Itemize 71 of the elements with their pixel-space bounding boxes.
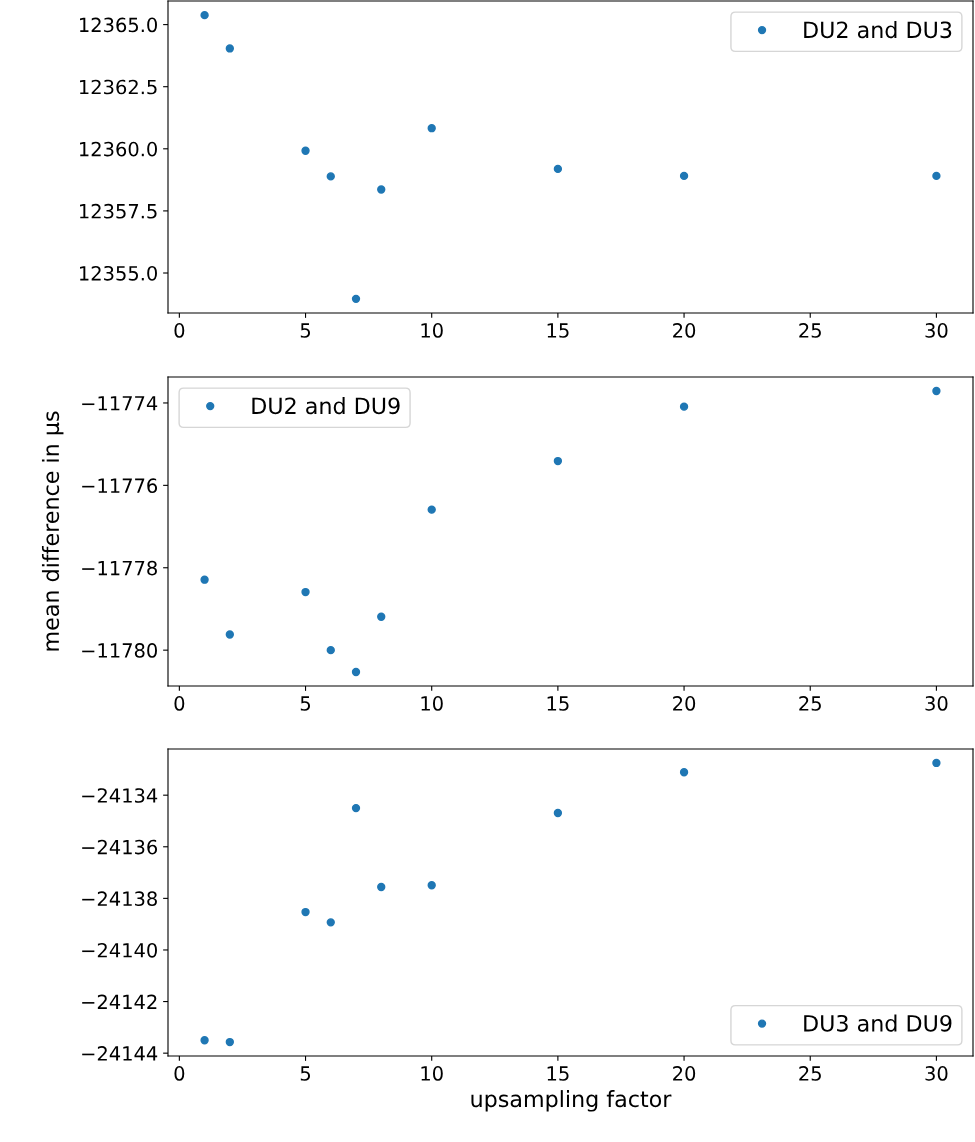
x-tick-label: 0 [174,1066,185,1081]
point [377,882,386,892]
point [932,171,941,181]
y-tick-label: −24136 [82,839,158,855]
x-tick-label: 0 [174,323,185,338]
x-tick-label: 20 [673,323,696,338]
point [553,164,563,174]
y-tick-label: −24142 [82,994,157,1009]
legend-label: DU2 and DU3 [804,21,952,39]
x-tick-label: 10 [421,1066,443,1081]
x-tick-label: 30 [925,1066,948,1081]
y-tick-label: −11778 [82,560,157,576]
y-tick-label: −11776 [82,478,158,494]
x-tick-label: 10 [421,323,443,338]
point [377,185,386,194]
x-tick-label: 15 [547,1066,569,1081]
y-tick-label: −24138 [82,891,157,907]
y-tick-label: −24144 [82,1046,158,1061]
y-tick-label: 12365.0 [80,17,157,33]
point [351,294,361,304]
point [301,146,310,155]
y-tick-label: −24134 [82,788,158,803]
x-tick-label: 5 [300,696,311,711]
point [326,645,335,655]
point [301,587,310,597]
x-tick-label: 25 [799,1066,821,1081]
x-tick-label: 5 [300,1066,311,1081]
x-tick-label: 15 [547,323,569,338]
x-tick-label: 10 [421,696,443,711]
point [427,881,436,890]
point [932,386,941,396]
y-axis-title: mean difference in μs [41,411,64,651]
point [200,575,209,584]
point [932,758,941,768]
point [200,1036,209,1045]
point [301,907,310,917]
x-axis-title: upsampling factor [471,1090,672,1112]
y-tick-label: −24140 [82,942,157,958]
x-tick-label: 30 [925,696,948,711]
point [679,171,689,181]
y-tick-label: 12357.5 [80,203,157,219]
point [553,808,563,818]
point [225,630,234,639]
point [679,402,689,411]
x-tick-label: 25 [799,323,821,338]
y-tick-label: −11774 [82,396,158,411]
point [377,612,386,621]
y-tick-label: 12362.5 [80,79,157,95]
y-tick-label: 12355.0 [80,265,157,281]
point [553,456,563,466]
point [351,667,361,677]
x-tick-label: 5 [300,323,311,338]
x-tick-label: 20 [673,696,696,711]
point [326,918,335,927]
point [427,505,436,514]
point [326,172,335,181]
y-tick-label: −11780 [82,643,157,658]
x-tick-label: 30 [925,323,948,338]
point [351,803,361,813]
legend-label: DU3 and DU9 [804,1014,952,1032]
x-tick-label: 25 [799,696,821,711]
y-tick-label: 12360.0 [80,141,157,157]
point [427,124,436,133]
point [200,10,209,20]
point [225,44,234,53]
legend-label: DU2 and DU9 [252,397,400,415]
point [679,768,689,777]
x-tick-label: 0 [174,696,185,711]
x-tick-label: 20 [673,1066,696,1081]
point [225,1037,234,1047]
x-tick-label: 15 [547,696,569,711]
